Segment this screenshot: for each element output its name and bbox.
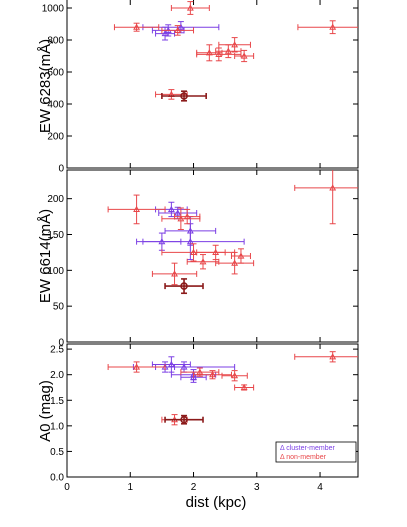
a0-ytick-label: 2.0 xyxy=(50,370,64,381)
ew6283-cluster-member-marker xyxy=(177,23,185,30)
ew6614-frame xyxy=(66,169,359,343)
ew6283-non-member-marker xyxy=(231,41,239,48)
ew6283-ytick-label: 1000 xyxy=(42,4,65,15)
ew6614-plot-area: 0 50 100 150 200 xyxy=(47,169,359,349)
ew6614-non-member-marker xyxy=(199,258,207,265)
ew6283-points xyxy=(113,1,358,102)
ew6614-cluster-member-marker xyxy=(174,209,182,216)
a0-highlight-marker xyxy=(180,415,188,424)
ew6614-non-member-marker xyxy=(237,252,245,259)
ew6614-ytick-label: 200 xyxy=(47,194,64,205)
ew6283-non-member-marker xyxy=(174,26,182,33)
ew6614-non-member-marker xyxy=(133,205,141,212)
a0-xtick-label: 0 xyxy=(64,482,70,493)
x-axis-label: dist (kpc) xyxy=(186,494,247,511)
panel-ew6283: 0 200 400 600 800 1000 EW 6283(mÅ) xyxy=(37,0,359,175)
a0-xtick-label: 3 xyxy=(254,482,260,493)
ew6614-non-member-marker xyxy=(177,215,185,222)
legend: Δ cluster-member Δ non-member xyxy=(275,441,357,463)
a0-ytick-label: 0.0 xyxy=(50,473,64,484)
ew6614-cluster-member-marker xyxy=(186,227,194,234)
a0-xtick-label: 2 xyxy=(191,482,197,493)
legend-box xyxy=(275,441,357,463)
ew6614-ytick-label: 150 xyxy=(47,230,64,241)
a0-y-axis-label: A0 (mag) xyxy=(37,380,54,442)
panel-ew6614: 0 50 100 150 200 EW 6614(mÅ) xyxy=(37,169,359,349)
a0-cluster-member-marker xyxy=(190,373,197,380)
ew6614-non-member-marker xyxy=(190,248,197,255)
panel-a0: 0.00.51.01.52.02.50 1 2 3 4Δ cluster-memberΔ… xyxy=(37,343,359,511)
ew6614-points xyxy=(107,170,358,295)
ew6614-non-member-marker xyxy=(212,248,220,255)
a0-cluster-member-marker xyxy=(180,363,188,370)
ew6283-plot-area: 0 200 400 600 800 1000 xyxy=(42,0,359,175)
ew6283-non-member-marker xyxy=(186,4,194,11)
ew6283-highlight-marker xyxy=(180,92,188,100)
ew6614-non-member-marker xyxy=(231,259,239,266)
a0-non-member-marker xyxy=(209,371,216,378)
ew6614-ytick-label: 100 xyxy=(47,266,64,277)
ew6614-ytick-label: 50 xyxy=(53,302,65,313)
a0-ytick-label: 0.5 xyxy=(50,447,64,458)
a0-ytick-label: 1.0 xyxy=(50,421,64,432)
ew6614-non-member-marker xyxy=(183,212,191,220)
ew6614-highlight-marker xyxy=(180,282,188,290)
legend-entry-non-member: Δ non-member xyxy=(280,454,327,461)
a0-non-member-marker xyxy=(231,372,239,379)
ew6283-non-member-marker xyxy=(215,50,223,57)
ew6283-ytick-label: 0 xyxy=(58,164,64,175)
a0-points xyxy=(107,351,358,426)
legend-entry-cluster-member: Δ cluster-member xyxy=(280,445,336,452)
ew6283-cluster-member-marker xyxy=(161,29,169,37)
ew6283-non-member-marker xyxy=(329,23,337,30)
ew6614-non-member-marker xyxy=(171,270,178,277)
ew6283-y-axis-label: EW 6283(mÅ) xyxy=(37,39,54,133)
ew6283-non-member-marker xyxy=(240,52,248,59)
a0-frame xyxy=(66,343,359,478)
ew6283-frame xyxy=(66,0,359,169)
a0-non-member-marker xyxy=(329,353,337,360)
a0-ytick-label: 2.5 xyxy=(50,345,64,356)
ew6614-cluster-member-marker xyxy=(167,205,175,212)
a0-non-member-marker xyxy=(240,383,248,391)
ew6283-ytick-label: 600 xyxy=(47,68,64,79)
a0-ytick-label: 1.5 xyxy=(50,396,64,407)
ew6283-ytick-label: 200 xyxy=(47,132,64,143)
ew6283-ytick-label: 400 xyxy=(47,100,64,111)
a0-xtick-label: 1 xyxy=(127,482,133,493)
a0-plot-area: 0.00.51.01.52.02.50 1 2 3 4Δ cluster-memberΔ… xyxy=(50,343,359,493)
a0-xtick-label: 4 xyxy=(317,482,323,493)
ew6614-ytick-label: 0 xyxy=(58,338,64,349)
a0-non-member-marker xyxy=(133,363,141,370)
ew6614-non-member-marker xyxy=(329,184,337,191)
ew6283-non-member-marker xyxy=(133,23,141,30)
ew6283-ytick-label: 800 xyxy=(47,36,64,47)
ew6283-non-member-marker xyxy=(224,47,232,54)
ew6614-y-axis-label: EW 6614(mÅ) xyxy=(37,209,54,303)
